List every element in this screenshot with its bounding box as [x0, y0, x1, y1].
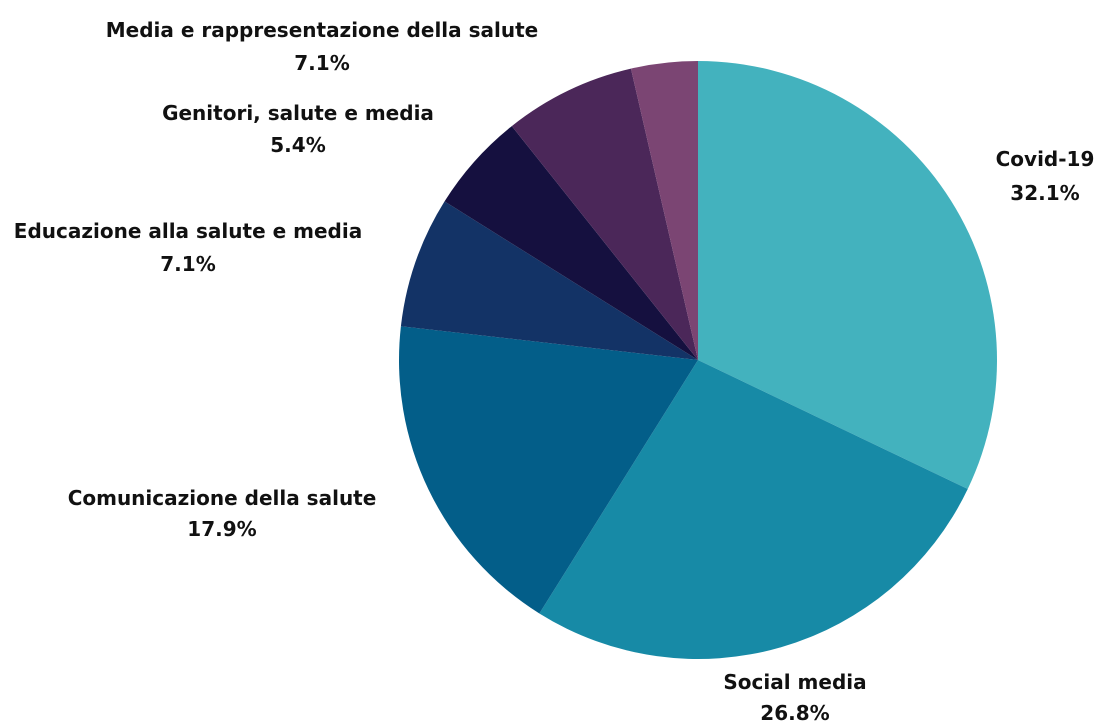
- pie-slice-comunicazione-della-salute: [398, 326, 698, 614]
- value-media-rappresentazione-salute: 7.1%: [294, 51, 349, 75]
- value-social-media: 26.8%: [760, 701, 829, 722]
- pie-slice-slice-6: [630, 61, 698, 360]
- value-comunicazione-salute: 17.9%: [187, 517, 256, 541]
- slice-labels: Covid-19 32.1% Social media 26.8% Comuni…: [14, 18, 1095, 722]
- value-genitori-salute-media: 5.4%: [270, 133, 325, 157]
- label-educazione-salute-media: Educazione alla salute e media: [14, 219, 362, 243]
- pie-slice-media-e-rappresentazione-della-salute: [511, 68, 698, 361]
- value-covid-19: 32.1%: [1010, 181, 1079, 205]
- label-media-rappresentazione-salute: Media e rappresentazione della salute: [106, 18, 538, 42]
- pie-slice-covid-19: [698, 61, 998, 490]
- pie-slices: [398, 61, 998, 660]
- label-comunicazione-salute: Comunicazione della salute: [68, 486, 377, 510]
- pie-slice-social-media: [539, 360, 968, 660]
- pie-slice-educazione-alla-salute-e-media: [400, 201, 698, 360]
- label-social-media: Social media: [723, 670, 866, 694]
- label-genitori-salute-media: Genitori, salute e media: [162, 101, 434, 125]
- value-educazione-salute-media: 7.1%: [160, 252, 215, 276]
- pie-slice-genitori-salute-e-media: [444, 126, 698, 360]
- label-covid-19: Covid-19: [996, 147, 1095, 171]
